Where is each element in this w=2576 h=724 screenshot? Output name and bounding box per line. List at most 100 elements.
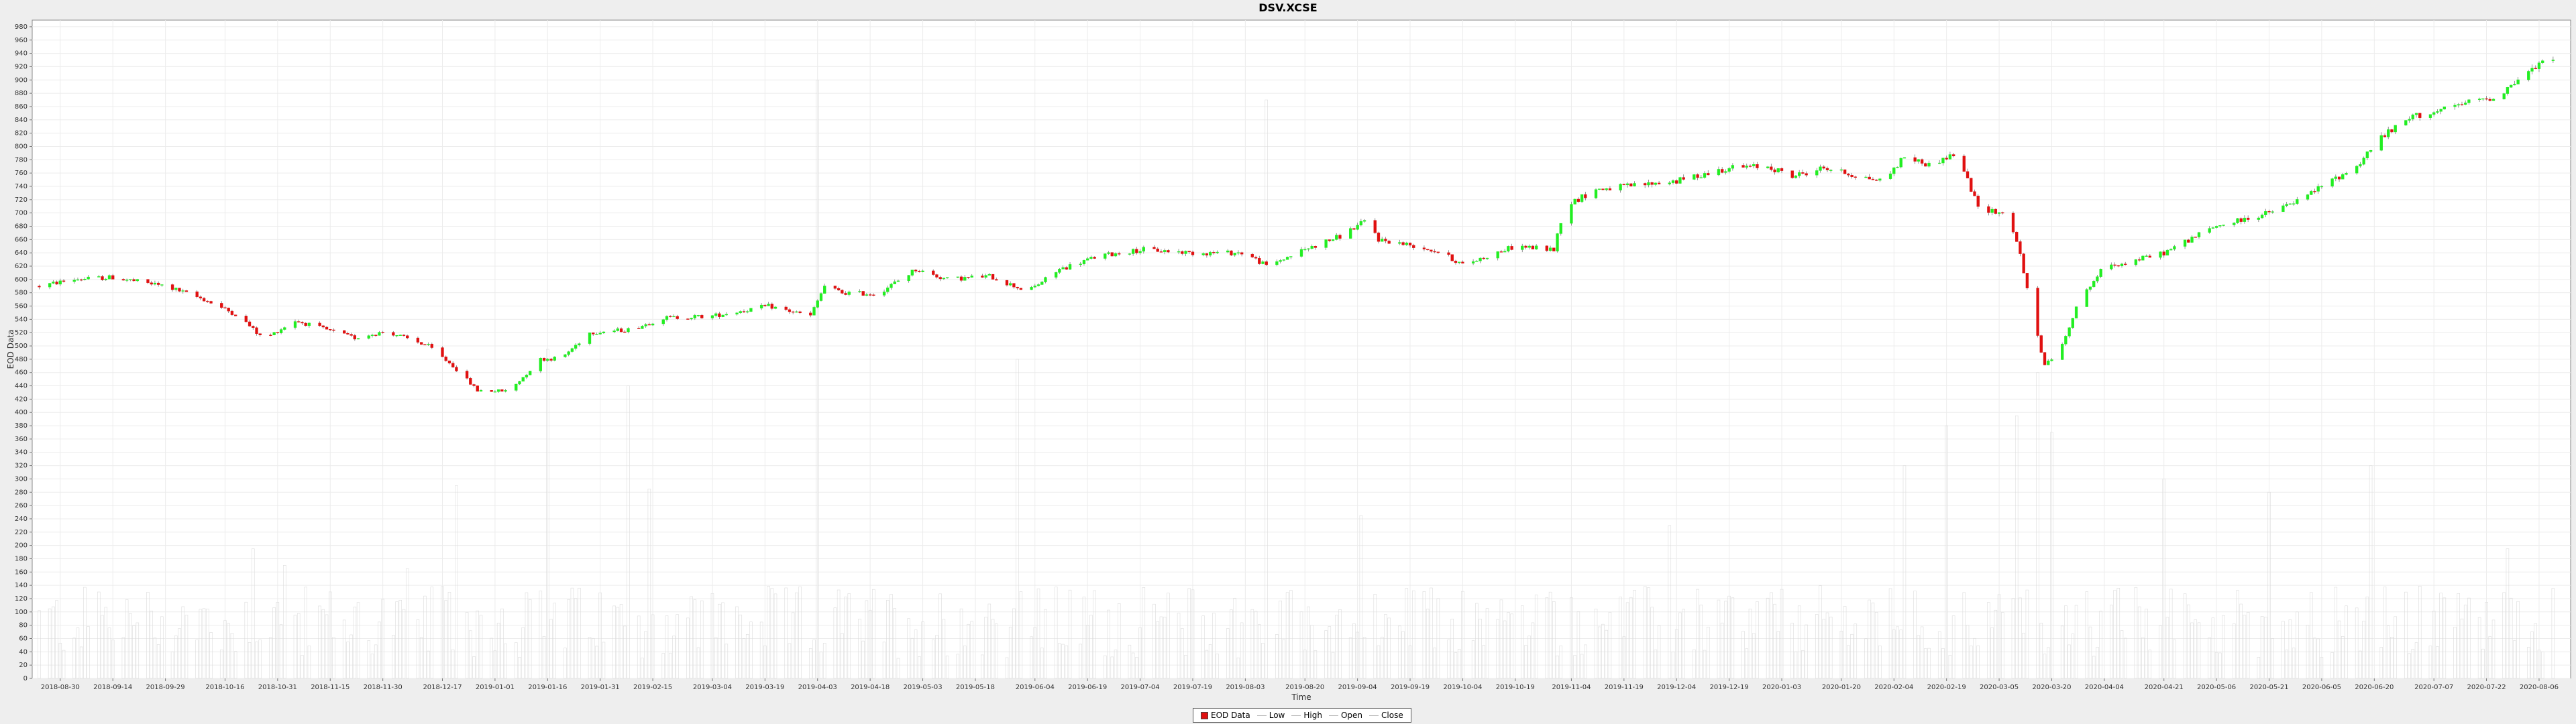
volume-bar xyxy=(1871,602,1875,679)
volume-bar xyxy=(2165,617,2169,679)
volume-bar xyxy=(447,592,451,679)
candle-up xyxy=(525,375,529,377)
candle-down xyxy=(1016,286,1019,289)
candle-up xyxy=(160,284,164,286)
y-tick-label: 740 xyxy=(15,183,28,190)
y-tick-label: 420 xyxy=(15,396,28,403)
candle-up xyxy=(539,358,543,371)
candle-up xyxy=(496,389,500,392)
candle-up xyxy=(107,275,111,280)
candle-up xyxy=(1559,223,1562,234)
candle-down xyxy=(1850,174,1854,177)
candle-up xyxy=(1479,257,1482,261)
candle-up xyxy=(2285,204,2288,206)
volume-bar xyxy=(1475,603,1479,679)
volume-bar xyxy=(1524,645,1527,679)
candle-up xyxy=(2218,225,2222,227)
candle-down xyxy=(38,286,41,288)
volume-bar xyxy=(101,615,104,679)
candle-up xyxy=(546,359,549,361)
volume-bar xyxy=(745,634,749,679)
candle-up xyxy=(1671,180,1675,183)
y-tick-label: 40 xyxy=(19,648,28,656)
candle-down xyxy=(1254,257,1258,259)
volume-bar xyxy=(342,619,346,679)
candle-up xyxy=(2173,246,2176,249)
volume-bar xyxy=(1089,615,1093,679)
candle-down xyxy=(1584,194,1587,198)
y-tick-label: 120 xyxy=(15,595,28,603)
volume-bar xyxy=(1261,643,1265,679)
volume-bar xyxy=(2282,621,2285,679)
candle-down xyxy=(62,280,66,282)
candle-up xyxy=(1079,263,1082,265)
candle-up xyxy=(1997,212,2001,214)
volume-bar xyxy=(2386,625,2390,679)
candle-down xyxy=(2148,255,2151,258)
candle-down xyxy=(374,335,378,336)
candle-down xyxy=(1707,173,1710,176)
candle-up xyxy=(2491,99,2496,101)
volume-bar xyxy=(206,609,209,679)
x-tick-label: 2019-12-04 xyxy=(1657,684,1696,691)
volume-bar xyxy=(1868,599,1871,679)
candle-down xyxy=(1401,242,1405,245)
volume-bar xyxy=(1226,628,1230,679)
y-tick-label: 880 xyxy=(15,90,28,97)
volume-bar xyxy=(79,646,83,679)
candle-down xyxy=(1822,166,1825,169)
candle-down xyxy=(2022,253,2025,274)
x-axis: 2018-08-30 2018-09-14 2018-09-29 2018-10-16… xyxy=(41,678,2559,691)
candle-up xyxy=(1356,225,1359,230)
candle-up xyxy=(2537,62,2541,69)
candle-down xyxy=(1531,245,1535,249)
volume-bar xyxy=(395,601,398,679)
candle-up xyxy=(48,283,52,288)
volume-bar xyxy=(2243,615,2247,679)
candle-down xyxy=(676,316,679,319)
candle-down xyxy=(447,360,451,363)
volume-bar xyxy=(1447,640,1450,679)
x-tick-label: 2018-09-29 xyxy=(146,684,185,691)
volume-bar xyxy=(2285,650,2288,679)
candle-down xyxy=(1756,164,1759,168)
candle-down xyxy=(1657,182,1661,184)
volume-bar xyxy=(2074,605,2078,679)
candle-up xyxy=(2509,84,2513,88)
candle-up xyxy=(1279,260,1282,262)
y-tick-label: 540 xyxy=(15,316,28,323)
legend-item-high: High xyxy=(1291,711,1322,720)
candle-up xyxy=(2414,113,2418,115)
volume-bar xyxy=(1177,613,1181,679)
volume-bar xyxy=(1521,605,1524,679)
x-tick-label: 2020-06-05 xyxy=(2302,684,2341,691)
candle-up xyxy=(1331,239,1335,241)
candle-down xyxy=(1945,158,1948,160)
y-tick-label: 660 xyxy=(15,236,28,243)
volume-bar xyxy=(602,642,606,679)
candle-up xyxy=(529,371,532,375)
candle-down xyxy=(1482,257,1485,259)
x-tick-label: 2020-08-06 xyxy=(2520,684,2559,691)
volume-bar xyxy=(2509,597,2513,679)
candle-down xyxy=(592,333,595,335)
candle-up xyxy=(1633,183,1636,186)
candle-down xyxy=(1805,173,1808,176)
volume-bar xyxy=(2369,465,2373,679)
y-tick-label: 200 xyxy=(15,542,28,550)
candle-down xyxy=(1675,180,1678,184)
candle-up xyxy=(97,276,101,278)
volume-bar xyxy=(1805,624,1808,679)
volume-bar xyxy=(1643,586,1647,679)
candle-down xyxy=(2239,218,2243,222)
volume-bar xyxy=(644,631,647,679)
volume-bar xyxy=(553,603,557,679)
candle-down xyxy=(227,308,230,312)
volume-bar xyxy=(2453,627,2457,679)
volume-bar xyxy=(1216,654,1219,679)
volume-bar xyxy=(1888,588,1892,679)
volume-bar xyxy=(2064,605,2068,679)
candle-up xyxy=(493,391,497,393)
candle-up xyxy=(1724,171,1727,173)
volume-bar xyxy=(2096,647,2099,679)
